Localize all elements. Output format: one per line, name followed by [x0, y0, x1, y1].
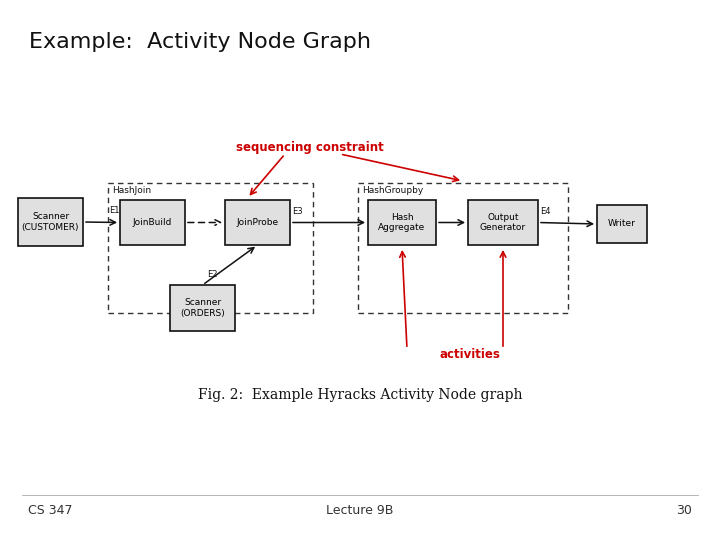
FancyBboxPatch shape: [468, 200, 538, 245]
Text: E4: E4: [540, 207, 551, 217]
Text: Output
Generator: Output Generator: [480, 213, 526, 232]
Text: E1: E1: [109, 206, 120, 215]
Text: CS 347: CS 347: [28, 503, 73, 516]
FancyBboxPatch shape: [225, 200, 290, 245]
Text: HashGroupby: HashGroupby: [362, 186, 423, 195]
Text: Hash
Aggregate: Hash Aggregate: [379, 213, 426, 232]
Text: JoinBuild: JoinBuild: [132, 218, 172, 227]
Text: E2: E2: [207, 270, 218, 279]
Text: HashJoin: HashJoin: [112, 186, 151, 195]
Text: Scanner
(CUSTOMER): Scanner (CUSTOMER): [22, 212, 79, 232]
Text: JoinProbe: JoinProbe: [236, 218, 279, 227]
FancyBboxPatch shape: [18, 198, 83, 246]
Text: Lecture 9B: Lecture 9B: [326, 503, 394, 516]
Text: Fig. 2:  Example Hyracks Activity Node graph: Fig. 2: Example Hyracks Activity Node gr…: [198, 388, 522, 402]
Text: 30: 30: [676, 503, 692, 516]
Bar: [108, 183, 313, 313]
FancyBboxPatch shape: [120, 200, 185, 245]
Text: sequencing constraint: sequencing constraint: [236, 141, 384, 154]
Text: Scanner
(ORDERS): Scanner (ORDERS): [180, 298, 225, 318]
FancyBboxPatch shape: [597, 205, 647, 243]
Text: Writer: Writer: [608, 219, 636, 228]
FancyBboxPatch shape: [368, 200, 436, 245]
FancyBboxPatch shape: [170, 285, 235, 331]
Text: activities: activities: [440, 348, 500, 361]
Text: Example:  Activity Node Graph: Example: Activity Node Graph: [29, 32, 371, 52]
Text: E3: E3: [292, 207, 302, 217]
Bar: [358, 183, 568, 313]
